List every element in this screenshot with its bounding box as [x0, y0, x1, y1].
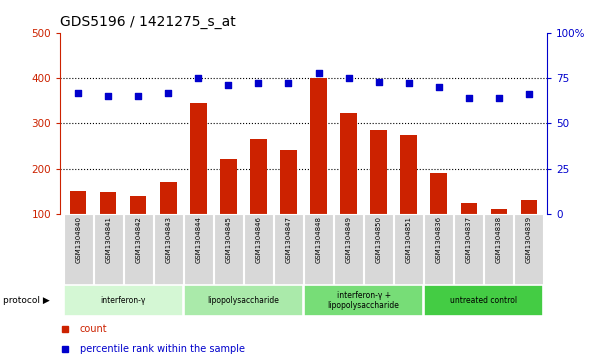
Text: GSM1304843: GSM1304843	[165, 216, 171, 263]
Bar	[394, 214, 423, 285]
Bar	[514, 214, 543, 285]
Text: GDS5196 / 1421275_s_at: GDS5196 / 1421275_s_at	[60, 15, 236, 29]
Bar	[364, 214, 393, 285]
Bar	[100, 192, 117, 260]
Bar	[64, 285, 183, 316]
Text: untreated control: untreated control	[450, 296, 517, 305]
Bar	[280, 150, 297, 260]
Bar	[370, 130, 387, 260]
Bar	[130, 196, 147, 260]
Bar	[304, 285, 423, 316]
Point	[464, 95, 474, 101]
Bar	[424, 285, 543, 316]
Bar	[340, 114, 357, 260]
Text: GSM1304838: GSM1304838	[496, 216, 502, 264]
Text: GSM1304845: GSM1304845	[225, 216, 231, 263]
Bar	[484, 214, 513, 285]
Bar	[430, 174, 447, 260]
Text: GSM1304846: GSM1304846	[255, 216, 261, 263]
Bar	[400, 135, 417, 260]
Point	[494, 95, 504, 101]
Text: GSM1304841: GSM1304841	[105, 216, 111, 263]
Bar	[124, 214, 153, 285]
Bar	[94, 214, 123, 285]
Text: count: count	[79, 325, 107, 334]
Text: GSM1304837: GSM1304837	[466, 216, 472, 264]
Bar	[160, 182, 177, 260]
Text: percentile rank within the sample: percentile rank within the sample	[79, 344, 245, 354]
Bar	[70, 191, 87, 260]
Bar	[214, 214, 243, 285]
Point	[194, 75, 203, 81]
Point	[73, 90, 83, 95]
Point	[524, 91, 534, 97]
Point	[284, 81, 293, 86]
Point	[254, 81, 263, 86]
Text: GSM1304851: GSM1304851	[406, 216, 412, 263]
Text: GSM1304844: GSM1304844	[195, 216, 201, 263]
Bar	[250, 139, 267, 260]
Bar	[274, 214, 303, 285]
Point	[374, 79, 383, 85]
Point	[163, 90, 173, 95]
Text: interferon-γ: interferon-γ	[100, 296, 146, 305]
Bar	[424, 214, 453, 285]
Point	[103, 93, 113, 99]
Text: GSM1304849: GSM1304849	[346, 216, 352, 263]
Bar	[184, 285, 303, 316]
Bar	[310, 78, 327, 260]
Text: protocol ▶: protocol ▶	[3, 296, 50, 305]
Text: interferon-γ +
lipopolysaccharide: interferon-γ + lipopolysaccharide	[328, 291, 400, 310]
Bar	[334, 214, 363, 285]
Point	[404, 81, 413, 86]
Bar	[490, 209, 507, 260]
Text: GSM1304839: GSM1304839	[526, 216, 532, 264]
Point	[224, 82, 233, 88]
Point	[133, 93, 143, 99]
Bar	[154, 214, 183, 285]
Point	[344, 75, 353, 81]
Text: GSM1304842: GSM1304842	[135, 216, 141, 263]
Bar	[244, 214, 273, 285]
Bar	[64, 214, 93, 285]
Text: GSM1304840: GSM1304840	[75, 216, 81, 263]
Text: GSM1304847: GSM1304847	[285, 216, 291, 263]
Text: lipopolysaccharide: lipopolysaccharide	[207, 296, 279, 305]
Text: GSM1304850: GSM1304850	[376, 216, 382, 263]
Text: GSM1304836: GSM1304836	[436, 216, 442, 264]
Bar	[520, 200, 537, 260]
Point	[314, 70, 323, 76]
Bar	[220, 159, 237, 260]
Point	[434, 84, 444, 90]
Bar	[184, 214, 213, 285]
Bar	[454, 214, 483, 285]
Bar	[304, 214, 333, 285]
Bar	[460, 203, 477, 260]
Text: GSM1304848: GSM1304848	[316, 216, 322, 263]
Bar	[190, 103, 207, 260]
